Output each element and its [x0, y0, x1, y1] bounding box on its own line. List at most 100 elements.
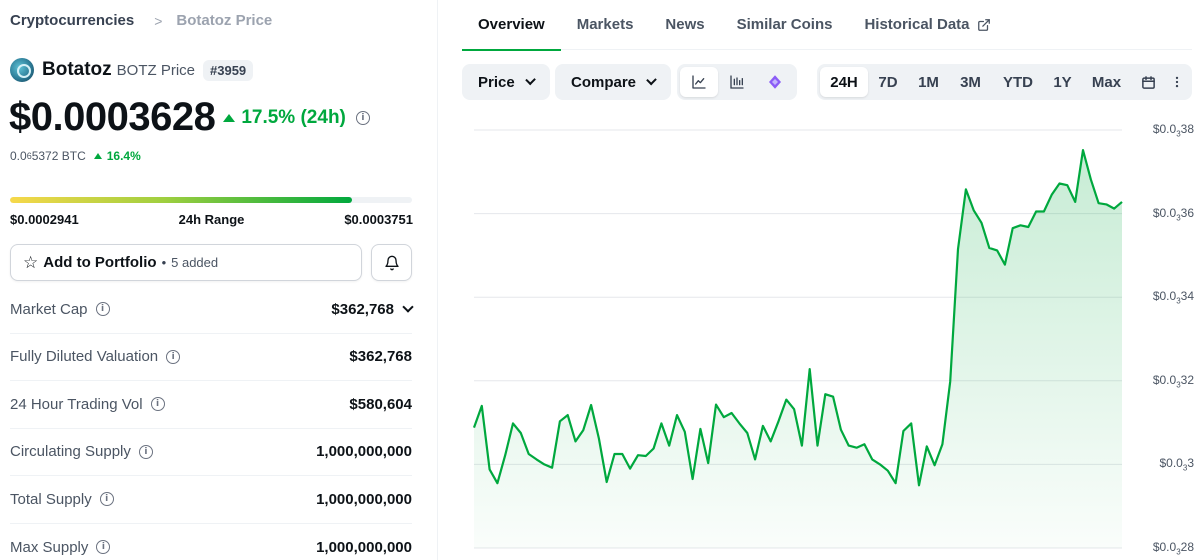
- price-point[interactable]: [1033, 209, 1039, 215]
- range-ytd-button[interactable]: YTD: [1003, 73, 1033, 91]
- price-point[interactable]: [783, 397, 789, 403]
- price-point[interactable]: [674, 412, 680, 418]
- tab-markets[interactable]: Markets: [576, 16, 634, 33]
- price-point[interactable]: [627, 466, 633, 472]
- price-point[interactable]: [775, 418, 781, 424]
- price-point[interactable]: [877, 461, 883, 467]
- more-options-button[interactable]: [1165, 67, 1189, 97]
- price-point[interactable]: [1018, 222, 1024, 228]
- info-icon[interactable]: i: [150, 397, 165, 412]
- price-point[interactable]: [596, 435, 602, 441]
- info-icon[interactable]: i: [96, 540, 111, 555]
- price-point[interactable]: [838, 427, 844, 433]
- price-point[interactable]: [869, 456, 875, 462]
- price-point[interactable]: [815, 443, 821, 449]
- price-point[interactable]: [690, 476, 696, 482]
- price-point[interactable]: [744, 430, 750, 436]
- price-point[interactable]: [1072, 199, 1078, 205]
- price-point[interactable]: [939, 441, 945, 447]
- price-point[interactable]: [604, 479, 610, 485]
- price-point[interactable]: [971, 207, 977, 213]
- range-max-button[interactable]: Max: [1091, 73, 1122, 91]
- price-point[interactable]: [1103, 201, 1109, 207]
- price-point[interactable]: [612, 451, 618, 457]
- price-point[interactable]: [854, 445, 860, 451]
- price-point[interactable]: [924, 443, 930, 449]
- tab-overview[interactable]: Overview: [462, 0, 561, 51]
- price-point[interactable]: [791, 406, 797, 412]
- price-dropdown[interactable]: Price: [462, 64, 550, 100]
- price-point[interactable]: [721, 414, 727, 420]
- price-point[interactable]: [986, 245, 992, 251]
- range-3m-button[interactable]: 3M: [960, 73, 981, 91]
- price-point[interactable]: [1025, 224, 1031, 230]
- range-1y-button[interactable]: 1Y: [1053, 73, 1072, 91]
- price-point[interactable]: [572, 438, 578, 444]
- price-point[interactable]: [1010, 225, 1016, 231]
- price-point[interactable]: [736, 420, 742, 426]
- calendar-button[interactable]: [1132, 67, 1165, 97]
- price-point[interactable]: [494, 480, 500, 486]
- range-24h-button[interactable]: 24H: [820, 67, 868, 97]
- tradingview-button[interactable]: [756, 67, 794, 97]
- price-point[interactable]: [900, 428, 906, 434]
- price-point[interactable]: [885, 468, 891, 474]
- price-point[interactable]: [487, 466, 493, 472]
- price-point[interactable]: [658, 420, 664, 426]
- price-point[interactable]: [580, 427, 586, 433]
- range-1m-button[interactable]: 1M: [918, 73, 939, 91]
- price-point[interactable]: [697, 426, 703, 432]
- price-point[interactable]: [752, 456, 758, 462]
- price-point[interactable]: [830, 394, 836, 400]
- price-point[interactable]: [541, 461, 547, 467]
- price-point[interactable]: [1080, 147, 1086, 153]
- price-point[interactable]: [963, 186, 969, 192]
- price-point[interactable]: [932, 462, 938, 468]
- price-point[interactable]: [549, 465, 555, 471]
- price-point[interactable]: [916, 482, 922, 488]
- add-to-portfolio-button[interactable]: ☆ Add to Portfolio • 5 added: [10, 244, 362, 281]
- info-icon[interactable]: i: [99, 492, 114, 507]
- price-point[interactable]: [822, 391, 828, 397]
- price-point[interactable]: [1049, 192, 1055, 198]
- price-point[interactable]: [893, 480, 899, 486]
- price-point[interactable]: [768, 438, 774, 444]
- price-point[interactable]: [471, 425, 477, 431]
- price-point[interactable]: [1111, 206, 1117, 212]
- tab-historical-data[interactable]: Historical Data: [848, 0, 1006, 50]
- line-chart-button[interactable]: [680, 67, 718, 97]
- price-point[interactable]: [533, 456, 539, 462]
- price-point[interactable]: [947, 379, 953, 385]
- price-point[interactable]: [635, 452, 641, 458]
- price-point[interactable]: [1057, 181, 1063, 187]
- price-point[interactable]: [1119, 199, 1125, 205]
- price-point[interactable]: [1041, 209, 1047, 215]
- price-point[interactable]: [978, 220, 984, 226]
- price-point[interactable]: [861, 441, 867, 447]
- price-point[interactable]: [682, 429, 688, 435]
- price-point[interactable]: [666, 443, 672, 449]
- price-point[interactable]: [526, 451, 532, 457]
- info-icon[interactable]: i: [166, 349, 181, 364]
- price-point[interactable]: [643, 453, 649, 459]
- tab-news[interactable]: News: [665, 16, 705, 33]
- info-icon[interactable]: i: [355, 110, 370, 125]
- price-point[interactable]: [799, 443, 805, 449]
- price-point[interactable]: [651, 446, 657, 452]
- price-point[interactable]: [619, 451, 625, 457]
- info-icon[interactable]: i: [138, 444, 153, 459]
- candlestick-chart-button[interactable]: [718, 67, 756, 97]
- range-7d-button[interactable]: 7D: [878, 73, 898, 91]
- price-point[interactable]: [908, 420, 914, 426]
- price-point[interactable]: [565, 412, 571, 418]
- price-point[interactable]: [479, 403, 485, 409]
- price-chart[interactable]: $0.0338 $0.0336 $0.0334 $0.0332 $0.033 $0.032…: [462, 110, 1200, 560]
- info-icon[interactable]: i: [95, 302, 110, 317]
- price-point[interactable]: [1064, 182, 1070, 188]
- price-point[interactable]: [807, 366, 813, 372]
- price-point[interactable]: [518, 430, 524, 436]
- tab-similar-coins[interactable]: Similar Coins: [736, 16, 833, 33]
- price-alert-button[interactable]: [371, 244, 412, 281]
- price-point[interactable]: [557, 418, 563, 424]
- price-point[interactable]: [729, 410, 735, 416]
